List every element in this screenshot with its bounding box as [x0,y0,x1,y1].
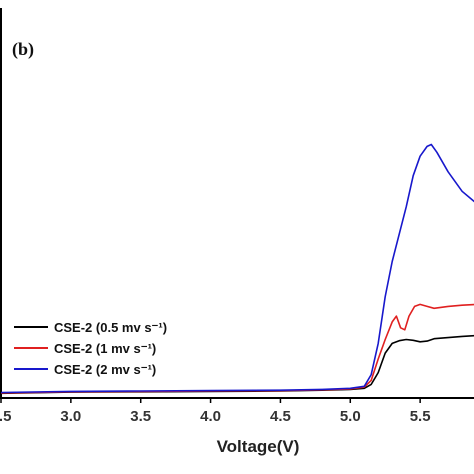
x-tick-label: 5.0 [340,408,361,425]
legend-label-3: CSE-2 (2 mv s⁻¹) [54,362,156,377]
x-tick-label: 4.5 [270,408,291,425]
x-tick-label: 2.5 [0,408,11,425]
x-ticks: 2.5 3.0 3.5 4.0 4.5 5.0 5.5 [0,398,431,425]
series-layer [0,143,474,395]
x-tick-label: 5.5 [410,408,431,425]
legend-label-2: CSE-2 (1 mv s⁻¹) [54,341,156,356]
series-line-3 [0,143,474,394]
legend-label-1: CSE-2 (0.5 mv s⁻¹) [54,320,167,335]
panel-label: (b) [12,39,34,60]
legend: CSE-2 (0.5 mv s⁻¹) CSE-2 (1 mv s⁻¹) CSE-2 … [14,320,167,377]
plot-area [0,8,474,399]
x-tick-label: 3.5 [130,408,151,425]
x-tick-label: 4.0 [200,408,221,425]
x-tick-label: 3.0 [60,408,81,425]
x-axis-title: Voltage(V) [217,437,300,456]
